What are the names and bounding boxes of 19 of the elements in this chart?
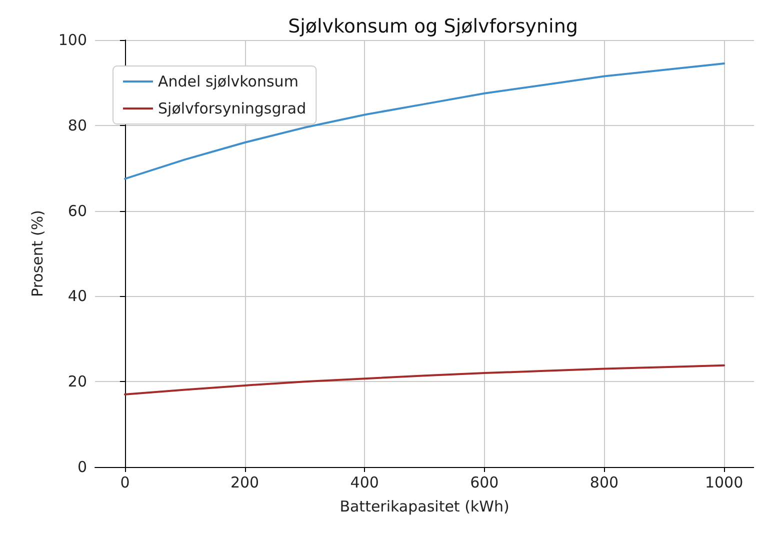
legend-label: Andel sjølvkonsum: [158, 72, 298, 90]
line-series: [124, 62, 726, 180]
y-tick-label: 40: [68, 287, 87, 306]
x-tick-label: 600: [470, 474, 499, 492]
line-series: [124, 364, 726, 396]
x-axis-title: Batterikapasitet (kWh): [340, 498, 510, 516]
y-tick-label: 60: [68, 202, 87, 220]
x-tick-label: 1000: [704, 474, 744, 492]
y-tick-label: 100: [58, 31, 87, 49]
x-tick-label: 0: [120, 474, 130, 492]
chart-title: Sjølvkonsum og Sjølvforsyning: [288, 16, 578, 38]
x-tick-label: 400: [350, 474, 379, 492]
x-tick-label: 200: [230, 474, 260, 492]
y-tick-label: 20: [68, 372, 87, 391]
y-axis-title: Prosent (%): [28, 210, 46, 297]
x-tick-label: 800: [590, 474, 619, 492]
legend-label: Sjølvforsyningsgrad: [158, 100, 306, 118]
y-tick-label: 0: [77, 458, 87, 476]
y-tick-label: 80: [68, 116, 87, 134]
